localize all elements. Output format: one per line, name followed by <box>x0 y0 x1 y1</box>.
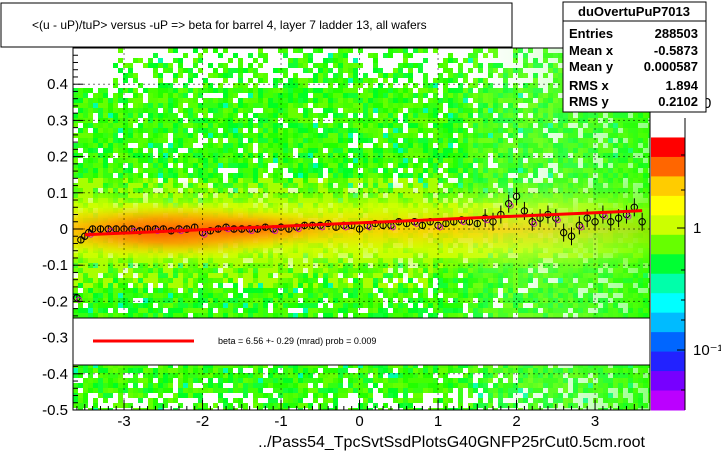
y-tick-label: -0.3 <box>42 330 68 347</box>
profile-point-alt <box>75 296 82 303</box>
x-tick-label: -3 <box>117 413 130 430</box>
x-axis-label: ../Pass54_TpcSvtSsdPlotsG40GNFP25rCut0.5… <box>258 434 645 451</box>
y-tick-label: 0.1 <box>47 185 68 202</box>
profile-point <box>96 225 105 233</box>
profile-point <box>559 228 568 237</box>
x-tick-label: -1 <box>274 413 287 430</box>
profile-point-alt <box>625 213 632 220</box>
colorbar-swatch <box>651 351 685 372</box>
y-tick-label: -0.4 <box>42 366 68 383</box>
profile-point <box>583 214 591 222</box>
colorbar-swatch <box>651 371 685 392</box>
profile-point <box>591 218 599 226</box>
y-tick-label: -0.2 <box>42 293 68 310</box>
colorbar-swatch <box>651 273 685 294</box>
colorbar-tick-label: 10⁻¹ <box>693 342 721 359</box>
axes: -3 -2 -1 0 1 2 3 -0.5 -0.4 -0.3 -0.2 -0.1 0 0.1 0.2 0.3… <box>42 54 646 451</box>
profile-point <box>614 214 623 222</box>
colorbar-swatch <box>651 293 685 314</box>
profile-point-alt <box>272 227 279 234</box>
profile-point <box>520 207 529 215</box>
colorbar-swatch <box>651 234 685 255</box>
colorbar-tick-label: 1 <box>693 220 701 237</box>
colorbar-swatch <box>651 390 685 411</box>
y-tick-label: 0.3 <box>47 112 68 129</box>
stats-label: RMS x <box>569 78 610 93</box>
profile-point <box>607 218 615 226</box>
x-tick-label: 0 <box>355 413 363 430</box>
profile-point <box>638 218 646 226</box>
profile-point <box>567 232 576 240</box>
chart-title: <(u - uP)/tuP> versus -uP => beta for ba… <box>32 18 427 32</box>
profile-point <box>355 225 364 233</box>
y-tick-label: 0.2 <box>47 149 68 166</box>
colorbar-swatch <box>651 215 685 236</box>
y-tick-label: 0 <box>60 221 68 238</box>
stats-value: 1.894 <box>665 78 698 93</box>
profile-point-alt <box>507 202 514 209</box>
stats-label: Entries <box>569 26 613 41</box>
stats-label: RMS y <box>569 94 610 109</box>
y-tick-label: 0.4 <box>47 76 68 93</box>
stats-name: duOvertuPuP7013 <box>578 4 690 19</box>
colorbar-swatch <box>651 156 685 177</box>
x-tick-label: 2 <box>512 413 520 430</box>
profile-point-alt <box>578 224 585 231</box>
fit-line <box>84 209 643 237</box>
legend-label: beta = 6.56 +- 0.29 (mrad) prob = 0.009 <box>218 336 376 346</box>
profile-point <box>88 225 97 233</box>
profile-point <box>512 192 521 201</box>
profile-point-alt <box>366 224 373 231</box>
colorbar-swatch <box>651 195 685 216</box>
colorbar-swatch <box>651 176 685 197</box>
profile-point-alt <box>554 217 561 224</box>
stats-box: duOvertuPuP7013 Entries 288503 Mean x -0.587… <box>562 1 707 113</box>
stats-label: Mean x <box>569 43 614 58</box>
y-tick-label: -0.1 <box>42 257 68 274</box>
colorbar-swatch <box>651 312 685 333</box>
profile-point <box>473 219 481 228</box>
profile-point-alt <box>201 231 208 238</box>
x-tick-label: 3 <box>591 413 599 430</box>
colorbar: 1 10⁻¹ 0 <box>651 95 721 411</box>
title-box <box>0 2 513 48</box>
stats-value: 0.000587 <box>644 59 698 74</box>
profile-point <box>418 221 427 230</box>
stats-value: -0.5873 <box>654 43 698 58</box>
stats-label: Mean y <box>569 59 614 74</box>
profile-point <box>253 225 262 233</box>
colorbar-swatch <box>651 137 685 158</box>
colorbar-top-label: 0 <box>703 95 711 112</box>
y-tick-label: -0.5 <box>42 402 68 419</box>
profile-point-alt <box>389 224 396 231</box>
legend-box: beta = 6.56 +- 0.29 (mrad) prob = 0.009 <box>72 317 651 366</box>
colorbar-swatch <box>651 332 685 353</box>
profile-point-alt <box>437 224 444 231</box>
profile-point-alt <box>531 220 538 227</box>
x-tick-label: -2 <box>196 413 209 430</box>
colorbar-swatch <box>651 254 685 275</box>
stats-value: 0.2102 <box>658 94 698 109</box>
stats-value: 288503 <box>655 26 698 41</box>
x-tick-label: 1 <box>434 413 442 430</box>
colorbar-swatch <box>651 118 685 138</box>
stats-frame <box>562 1 707 113</box>
profile-point-alt <box>601 213 608 220</box>
